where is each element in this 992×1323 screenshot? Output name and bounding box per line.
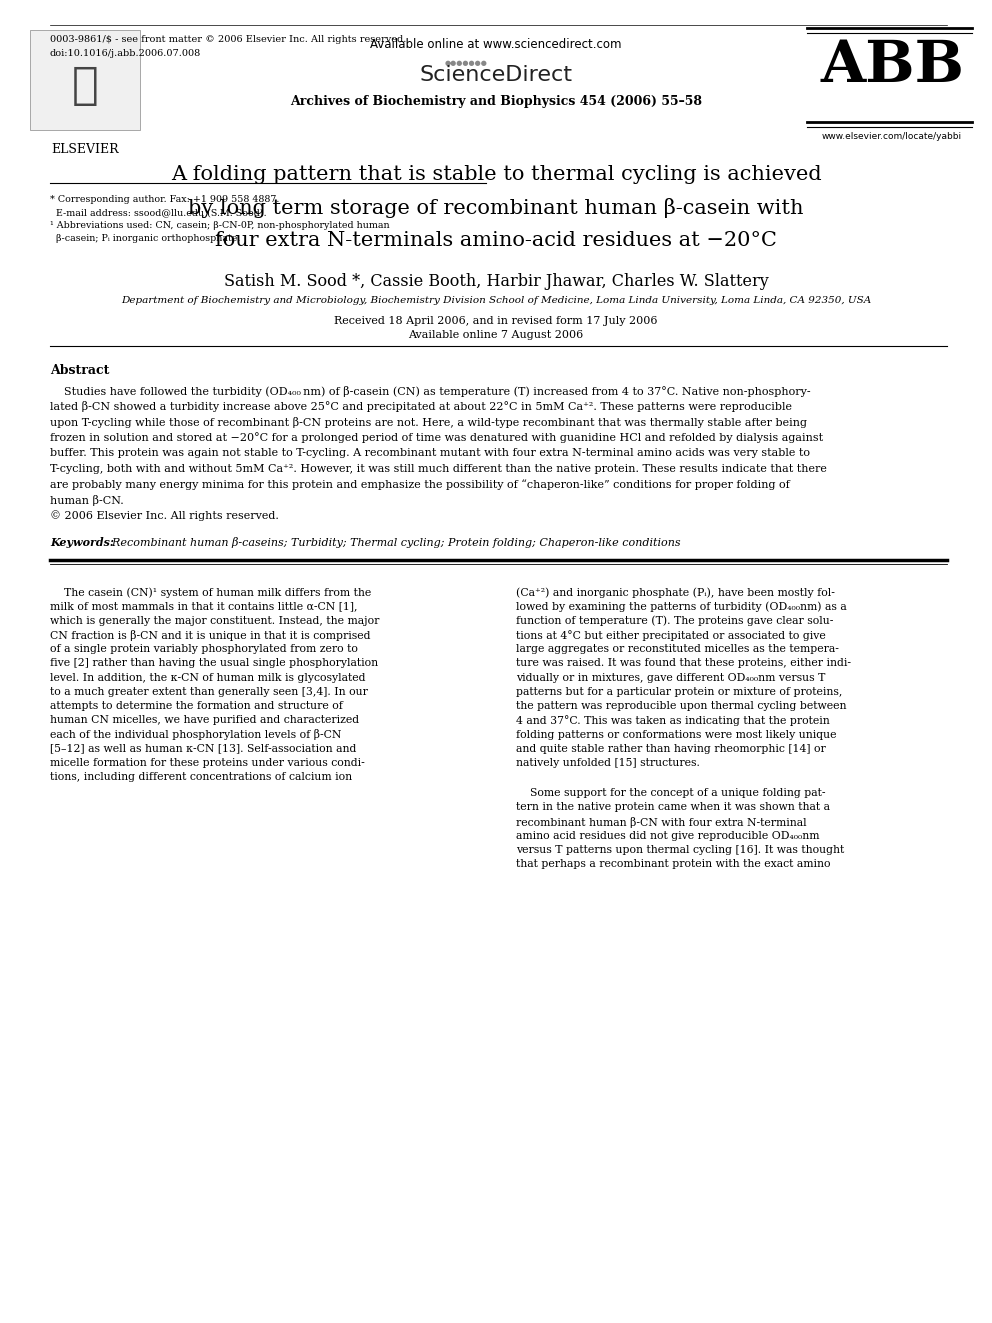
Text: amino acid residues did not give reproducible OD₄₀₀nm: amino acid residues did not give reprodu… xyxy=(516,831,819,840)
Text: function of temperature (T). The proteins gave clear solu-: function of temperature (T). The protein… xyxy=(516,617,833,627)
Text: versus T patterns upon thermal cycling [16]. It was thought: versus T patterns upon thermal cycling [… xyxy=(516,845,844,855)
Text: Abstract: Abstract xyxy=(50,364,109,377)
Text: by long term storage of recombinant human β-casein with: by long term storage of recombinant huma… xyxy=(188,198,804,218)
Text: of a single protein variably phosphorylated from zero to: of a single protein variably phosphoryla… xyxy=(50,644,358,655)
Text: which is generally the major constituent. Instead, the major: which is generally the major constituent… xyxy=(50,617,379,626)
Text: doi:10.1016/j.abb.2006.07.008: doi:10.1016/j.abb.2006.07.008 xyxy=(50,49,201,58)
Text: to a much greater extent than generally seen [3,4]. In our: to a much greater extent than generally … xyxy=(50,687,368,697)
Text: vidually or in mixtures, gave different OD₄₀₀nm versus T: vidually or in mixtures, gave different … xyxy=(516,672,825,683)
Text: Satish M. Sood *, Cassie Booth, Harbir Jhawar, Charles W. Slattery: Satish M. Sood *, Cassie Booth, Harbir J… xyxy=(223,273,769,290)
Text: 0003-9861/$ - see front matter © 2006 Elsevier Inc. All rights reserved.: 0003-9861/$ - see front matter © 2006 El… xyxy=(50,34,407,44)
Text: tions, including different concentrations of calcium ion: tions, including different concentration… xyxy=(50,773,352,782)
Text: www.elsevier.com/locate/yabbi: www.elsevier.com/locate/yabbi xyxy=(822,132,962,142)
Text: tions at 4°C but either precipitated or associated to give: tions at 4°C but either precipitated or … xyxy=(516,630,825,640)
Text: Keywords:: Keywords: xyxy=(50,537,114,549)
Text: ture was raised. It was found that these proteins, either indi-: ture was raised. It was found that these… xyxy=(516,659,851,668)
Text: E-mail address: ssood@llu.edu (S.M. Sood).: E-mail address: ssood@llu.edu (S.M. Sood… xyxy=(50,208,267,217)
Text: lated β-CN showed a turbidity increase above 25°C and precipitated at about 22°C: lated β-CN showed a turbidity increase a… xyxy=(50,401,792,413)
Text: Department of Biochemistry and Microbiology, Biochemistry Division School of Med: Department of Biochemistry and Microbiol… xyxy=(121,296,871,306)
Text: tern in the native protein came when it was shown that a: tern in the native protein came when it … xyxy=(516,802,830,812)
Text: each of the individual phosphorylation levels of β-CN: each of the individual phosphorylation l… xyxy=(50,729,341,741)
Text: human β-CN.: human β-CN. xyxy=(50,495,124,505)
Text: folding patterns or conformations were most likely unique: folding patterns or conformations were m… xyxy=(516,729,836,740)
Text: Archives of Biochemistry and Biophysics 454 (2006) 55–58: Archives of Biochemistry and Biophysics … xyxy=(290,95,702,108)
Text: Available online 7 August 2006: Available online 7 August 2006 xyxy=(409,329,583,340)
Text: Available online at www.sciencedirect.com: Available online at www.sciencedirect.co… xyxy=(370,38,622,52)
Text: and quite stable rather than having rheomorphic [14] or: and quite stable rather than having rheo… xyxy=(516,744,825,754)
Text: the pattern was reproducible upon thermal cycling between: the pattern was reproducible upon therma… xyxy=(516,701,846,710)
Text: ELSEVIER: ELSEVIER xyxy=(52,143,119,156)
Text: recombinant human β-CN with four extra N-terminal: recombinant human β-CN with four extra N… xyxy=(516,816,806,827)
Text: are probably many energy minima for this protein and emphasize the possibility o: are probably many energy minima for this… xyxy=(50,479,790,490)
Text: five [2] rather than having the usual single phosphorylation: five [2] rather than having the usual si… xyxy=(50,659,378,668)
Text: [5–12] as well as human κ-CN [13]. Self-association and: [5–12] as well as human κ-CN [13]. Self-… xyxy=(50,744,356,754)
Text: attempts to determine the formation and structure of: attempts to determine the formation and … xyxy=(50,701,343,710)
Text: ScienceDirect: ScienceDirect xyxy=(420,65,572,85)
Text: © 2006 Elsevier Inc. All rights reserved.: © 2006 Elsevier Inc. All rights reserved… xyxy=(50,509,279,521)
Text: Recombinant human β-caseins; Turbidity; Thermal cycling; Protein folding; Chaper: Recombinant human β-caseins; Turbidity; … xyxy=(105,537,681,549)
Text: frozen in solution and stored at −20°C for a prolonged period of time was denatu: frozen in solution and stored at −20°C f… xyxy=(50,433,823,443)
Text: patterns but for a particular protein or mixture of proteins,: patterns but for a particular protein or… xyxy=(516,687,842,697)
Text: A folding pattern that is stable to thermal cycling is achieved: A folding pattern that is stable to ther… xyxy=(171,165,821,184)
Text: ⬛: ⬛ xyxy=(71,64,98,106)
Text: Received 18 April 2006, and in revised form 17 July 2006: Received 18 April 2006, and in revised f… xyxy=(334,316,658,325)
Text: milk of most mammals in that it contains little α-CN [1],: milk of most mammals in that it contains… xyxy=(50,602,357,611)
Text: The casein (CN)¹ system of human milk differs from the: The casein (CN)¹ system of human milk di… xyxy=(50,587,371,598)
Text: large aggregates or reconstituted micelles as the tempera-: large aggregates or reconstituted micell… xyxy=(516,644,839,655)
Text: Studies have followed the turbidity (OD₄₀₀ nm) of β-casein (CN) as temperature (: Studies have followed the turbidity (OD₄… xyxy=(50,386,810,397)
Text: CN fraction is β-CN and it is unique in that it is comprised: CN fraction is β-CN and it is unique in … xyxy=(50,630,370,642)
Text: level. In addition, the κ-CN of human milk is glycosylated: level. In addition, the κ-CN of human mi… xyxy=(50,672,365,683)
Text: that perhaps a recombinant protein with the exact amino: that perhaps a recombinant protein with … xyxy=(516,859,830,869)
Text: ¹ Abbreviations used: CN, casein; β-CN-0P, non-phosphorylated human: ¹ Abbreviations used: CN, casein; β-CN-0… xyxy=(50,221,390,230)
Text: 4 and 37°C. This was taken as indicating that the protein: 4 and 37°C. This was taken as indicating… xyxy=(516,716,829,726)
Text: natively unfolded [15] structures.: natively unfolded [15] structures. xyxy=(516,758,700,767)
Text: upon T-cycling while those of recombinant β-CN proteins are not. Here, a wild-ty: upon T-cycling while those of recombinan… xyxy=(50,417,807,429)
Text: β-casein; Pᵢ inorganic orthophosphate.: β-casein; Pᵢ inorganic orthophosphate. xyxy=(50,234,240,243)
Text: ●●●●●●●: ●●●●●●● xyxy=(444,60,487,66)
Text: * Corresponding author. Fax: +1 909 558 4887.: * Corresponding author. Fax: +1 909 558 … xyxy=(50,194,280,204)
Text: four extra N-terminals amino-acid residues at −20°C: four extra N-terminals amino-acid residu… xyxy=(215,232,777,250)
Text: micelle formation for these proteins under various condi-: micelle formation for these proteins und… xyxy=(50,758,365,767)
Text: human CN micelles, we have purified and characterized: human CN micelles, we have purified and … xyxy=(50,716,359,725)
Text: T-cycling, both with and without 5mM Ca⁺². However, it was still much different : T-cycling, both with and without 5mM Ca⁺… xyxy=(50,463,827,474)
Text: buffer. This protein was again not stable to T-cycling. A recombinant mutant wit: buffer. This protein was again not stabl… xyxy=(50,448,810,458)
Text: ABB: ABB xyxy=(820,38,964,94)
Text: Some support for the concept of a unique folding pat-: Some support for the concept of a unique… xyxy=(516,789,825,798)
Text: lowed by examining the patterns of turbidity (OD₄₀₀nm) as a: lowed by examining the patterns of turbi… xyxy=(516,602,847,613)
Text: (Ca⁺²) and inorganic phosphate (Pᵢ), have been mostly fol-: (Ca⁺²) and inorganic phosphate (Pᵢ), hav… xyxy=(516,587,835,598)
FancyBboxPatch shape xyxy=(30,30,140,130)
